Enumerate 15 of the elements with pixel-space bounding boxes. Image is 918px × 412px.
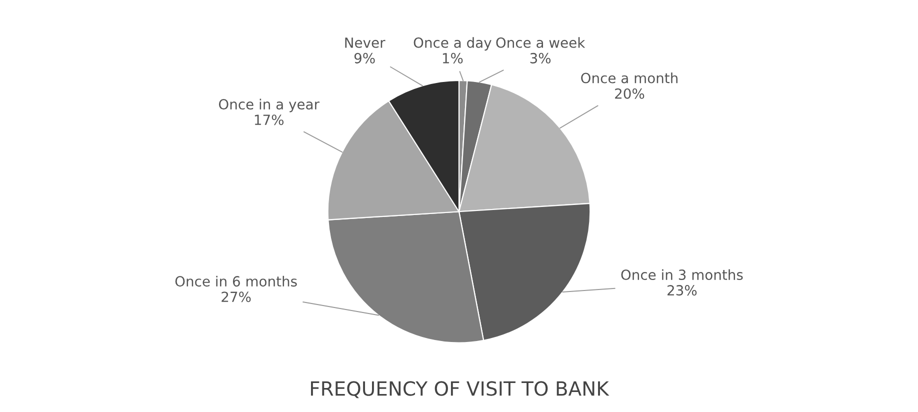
- slice-label: Once in 6 months: [175, 276, 297, 287]
- data-label: 27%: [222, 292, 251, 302]
- text: FREQUENCY OF VISIT TO BANK: [311, 381, 610, 398]
- data-label: 20%: [615, 88, 644, 99]
- slice-label: Once in a year: [218, 98, 320, 112]
- data-label: 3%: [530, 52, 551, 64]
- data-label: 9%: [354, 52, 375, 64]
- slice-label: Once a week: [496, 37, 586, 48]
- data-label: 23%: [668, 285, 697, 296]
- slice-label: Once a month: [581, 72, 678, 84]
- slice-label: Once a day: [414, 37, 492, 51]
- data-label: 1%: [442, 52, 463, 64]
- slice-label: Never: [345, 38, 386, 48]
- data-label: 17%: [254, 114, 284, 126]
- slice-label: Once in 3 months: [621, 269, 743, 280]
